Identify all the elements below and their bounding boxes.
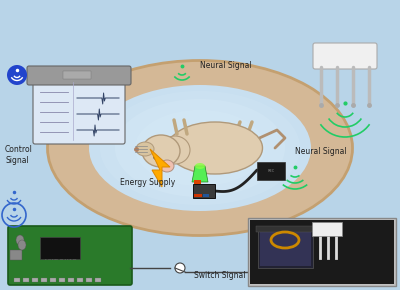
- Ellipse shape: [135, 110, 265, 186]
- Ellipse shape: [100, 91, 300, 205]
- Bar: [256, 226, 315, 232]
- Bar: [95, 278, 101, 282]
- Ellipse shape: [168, 122, 262, 174]
- FancyBboxPatch shape: [8, 226, 132, 285]
- Bar: [32, 278, 38, 282]
- Text: ARDUINO: ARDUINO: [46, 255, 78, 260]
- Bar: [41, 278, 47, 282]
- Bar: [77, 278, 83, 282]
- Text: Neural Signal: Neural Signal: [295, 148, 347, 157]
- Ellipse shape: [160, 136, 190, 164]
- Polygon shape: [150, 149, 170, 187]
- Bar: [68, 278, 74, 282]
- Bar: [86, 278, 92, 282]
- Text: REC: REC: [267, 169, 275, 173]
- Polygon shape: [192, 166, 208, 182]
- Bar: [193, 184, 215, 198]
- Bar: [312, 222, 342, 236]
- Ellipse shape: [160, 160, 174, 172]
- Ellipse shape: [18, 240, 26, 250]
- Bar: [63, 71, 91, 79]
- Bar: [59, 278, 65, 282]
- Bar: [194, 180, 201, 184]
- Text: Energy Supply: Energy Supply: [120, 178, 176, 187]
- Ellipse shape: [16, 235, 24, 245]
- Text: Neural Signal: Neural Signal: [200, 61, 252, 70]
- Ellipse shape: [142, 135, 180, 167]
- Text: Switch Signal: Switch Signal: [194, 271, 246, 280]
- FancyBboxPatch shape: [313, 43, 377, 69]
- Ellipse shape: [48, 61, 352, 235]
- Bar: [23, 278, 29, 282]
- Bar: [194, 194, 202, 197]
- Bar: [248, 218, 396, 286]
- Bar: [14, 278, 20, 282]
- Ellipse shape: [115, 99, 285, 197]
- FancyBboxPatch shape: [27, 66, 131, 85]
- Bar: [260, 232, 311, 266]
- Ellipse shape: [136, 142, 154, 156]
- Circle shape: [7, 65, 27, 85]
- Circle shape: [175, 263, 185, 273]
- Ellipse shape: [89, 85, 311, 211]
- Bar: [257, 162, 285, 180]
- Bar: [250, 220, 394, 284]
- Bar: [203, 194, 209, 197]
- FancyBboxPatch shape: [33, 78, 125, 144]
- Text: Control
Signal: Control Signal: [5, 145, 33, 165]
- Ellipse shape: [195, 163, 205, 169]
- Bar: [40, 237, 80, 259]
- Bar: [10, 250, 22, 260]
- Bar: [50, 278, 56, 282]
- Bar: [258, 230, 313, 268]
